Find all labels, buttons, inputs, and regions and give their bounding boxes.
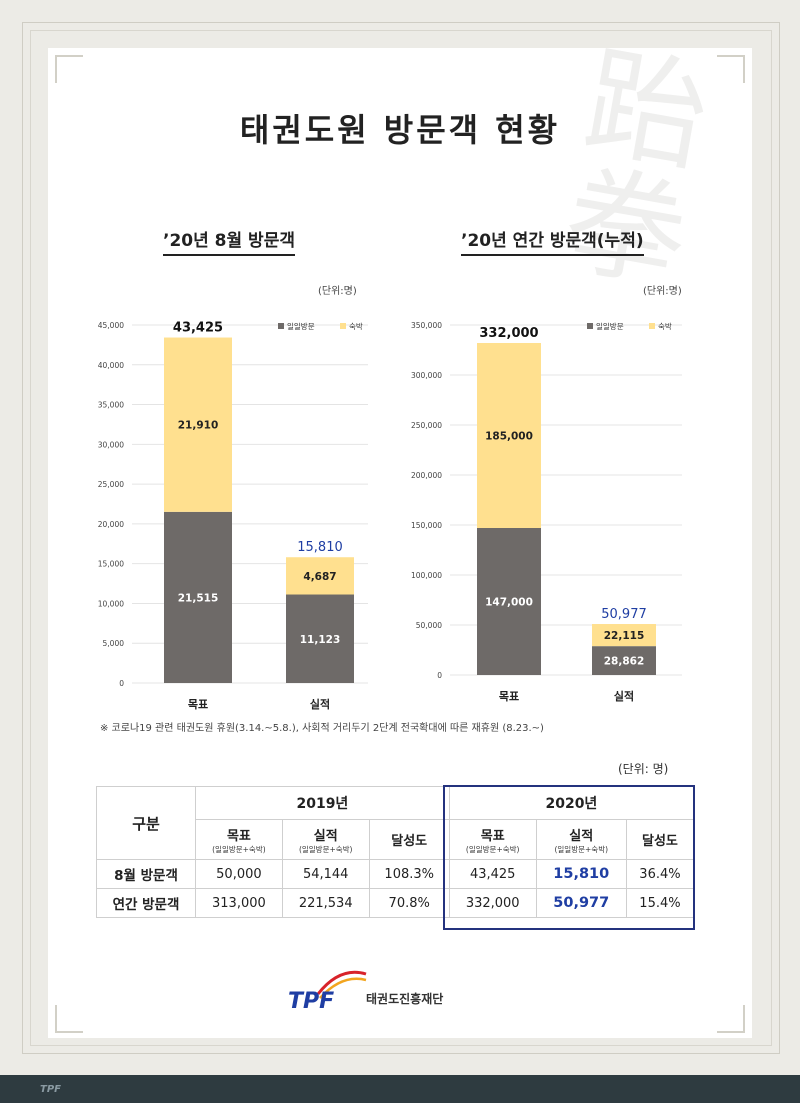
chart2-unit: (단위:명) (643, 286, 682, 297)
subheader-rate-2019: 달성도 (368, 819, 450, 860)
y-tick-label: 300,000 (411, 371, 442, 380)
x-tick-label: 목표 (188, 698, 208, 711)
table-cell: 50,000 (195, 859, 283, 889)
y-tick-label: 20,000 (98, 520, 124, 529)
table-cell: 108.3% (368, 859, 450, 889)
y-tick-label: 5,000 (103, 639, 125, 648)
table-cell-highlight: 15,810 (535, 859, 627, 889)
y-tick-label: 15,000 (98, 560, 124, 569)
table-cell: 43,425 (448, 859, 537, 889)
chart1-svg: 0 5,000 10,000 15,000 20,000 25,000 30,000 35,0… (98, 321, 368, 711)
legend-swatch (340, 323, 346, 329)
outer-frame (22, 22, 780, 1054)
bar-segment (164, 511, 232, 683)
subheader-target-2019: 목표 (일일방문+숙박) (195, 819, 283, 860)
footnote: ※ 코로나19 관련 태권도원 휴원(3.14.~5.8.), 사회적 거리두기… (100, 723, 544, 734)
total-label: 50,977 (601, 607, 647, 622)
chart1-title: ’20년 8월 방문객 (163, 226, 295, 256)
legend-swatch (649, 323, 655, 329)
subheader-actual-2019: 실적 (일일방문+숙박) (281, 819, 370, 860)
page-title: 태권도원 방문객 현황 (239, 111, 561, 149)
subheader-target-2020: 목표 (일일방문+숙박) (448, 819, 537, 860)
y-tick-label: 10,000 (98, 599, 124, 608)
table-row: 연간 방문객 313,000 221,534 70.8% 332,000 50,… (96, 888, 695, 918)
y-tick-label: 25,000 (98, 480, 124, 489)
table-cell: 15.4% (625, 888, 695, 918)
x-tick-label: 실적 (614, 689, 634, 703)
data-label: 22,115 (604, 630, 645, 642)
data-label: 28,862 (604, 656, 645, 668)
table-row: 8월 방문객 50,000 54,144 108.3% 43,425 15,81… (96, 859, 695, 889)
frame-corner-ornament (55, 55, 83, 83)
y-tick-label: 45,000 (98, 321, 124, 330)
y-tick-label: 40,000 (98, 361, 124, 370)
data-label: 4,687 (303, 571, 336, 583)
data-label: 21,515 (178, 592, 219, 604)
total-label: 15,810 (297, 540, 343, 555)
header-year-2019: 2019년 (195, 786, 450, 820)
data-label: 185,000 (485, 431, 533, 443)
y-tick-label: 350,000 (411, 321, 442, 330)
legend-label: 숙박 (349, 321, 363, 331)
row-label: 연간 방문객 (96, 888, 196, 918)
header-category: 구분 (96, 786, 196, 860)
x-tick-label: 목표 (499, 690, 519, 703)
table-cell: 221,534 (281, 888, 370, 918)
chart2-svg: 0 50,000 100,000 150,000 200,000 250,000 300,0… (411, 321, 682, 703)
bar-segment (286, 557, 354, 595)
subheader-actual-2020: 실적 (일일방문+숙박) (535, 819, 627, 860)
data-label: 147,000 (485, 597, 533, 609)
inner-frame (30, 30, 772, 1046)
legend-label: 숙박 (658, 321, 672, 331)
table-cell: 313,000 (195, 888, 283, 918)
y-tick-label: 30,000 (98, 440, 124, 449)
header-year-2020: 2020년 (448, 786, 695, 820)
x-tick-label: 실적 (310, 697, 330, 711)
legend-swatch (278, 323, 284, 329)
row-label: 8월 방문객 (96, 859, 196, 889)
y-tick-label: 100,000 (411, 571, 442, 580)
data-label: 21,910 (178, 420, 219, 432)
legend-label: 일일방문 (596, 321, 624, 331)
data-label: 11,123 (300, 634, 341, 646)
subheader-rate-2020: 달성도 (625, 819, 695, 860)
visitor-table: 구분 2019년 2020년 목표 (일일방문+숙박) 실적 (일일방문+숙박) 달… (96, 786, 695, 918)
bar-segment (286, 594, 354, 683)
y-tick-label: 250,000 (411, 421, 442, 430)
y-tick-label: 0 (437, 671, 442, 680)
total-label: 332,000 (479, 326, 538, 341)
y-tick-label: 35,000 (98, 401, 124, 410)
bar-segment (164, 337, 232, 512)
tpf-logo-icon: TPF (288, 970, 367, 1014)
frame-corner-ornament (717, 1005, 745, 1033)
calligraphy-watermark: 跆拳 (554, 32, 718, 309)
frame-corner-ornament (55, 1005, 83, 1033)
y-tick-label: 200,000 (411, 471, 442, 480)
table-unit: (단위: 명) (618, 762, 669, 776)
y-tick-label: 0 (119, 679, 124, 688)
footer-logo: TPF (40, 1084, 61, 1095)
org-name: 태권도진흥재단 (366, 992, 444, 1006)
bar-segment (592, 624, 656, 647)
total-label: 43,425 (173, 321, 223, 336)
bar-segment (477, 528, 541, 675)
legend-label: 일일방문 (287, 321, 315, 331)
tpf-logo: TPF (288, 968, 368, 1016)
table-cell: 36.4% (625, 859, 695, 889)
table-cell-highlight: 50,977 (535, 888, 627, 918)
bar-segment (477, 343, 541, 528)
table-cell: 332,000 (448, 888, 537, 918)
bar-segment (592, 646, 656, 675)
y-tick-label: 50,000 (416, 621, 442, 630)
chart1-unit: (단위:명) (318, 286, 357, 297)
footer-bar (0, 1075, 800, 1103)
chart2-title: ’20년 연간 방문객(누적) (461, 226, 644, 256)
table-cell: 70.8% (368, 888, 450, 918)
svg-text:TPF: TPF (288, 989, 334, 1012)
table-cell: 54,144 (281, 859, 370, 889)
legend-swatch (587, 323, 593, 329)
frame-corner-ornament (717, 55, 745, 83)
y-tick-label: 150,000 (411, 521, 442, 530)
